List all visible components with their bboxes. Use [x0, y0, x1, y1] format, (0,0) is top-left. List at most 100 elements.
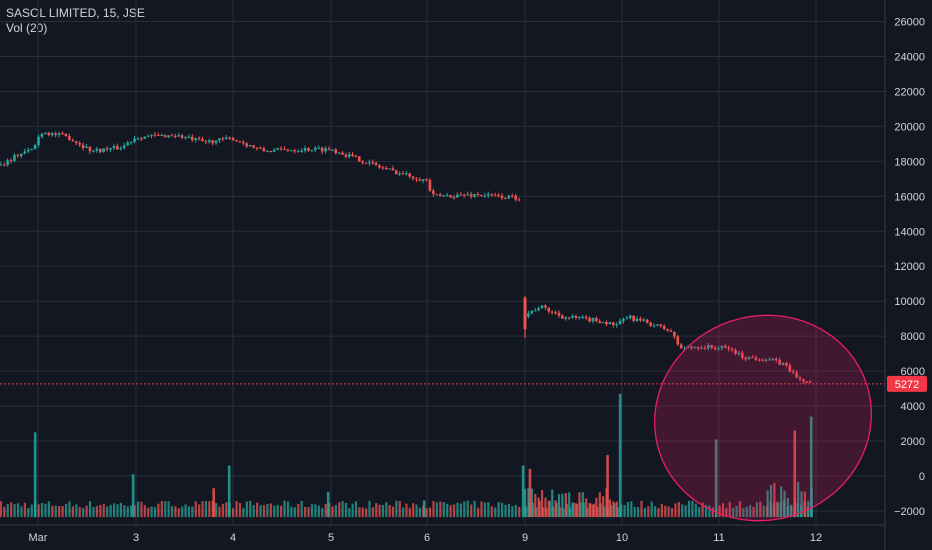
candle-body [54, 133, 57, 135]
volume-bar [735, 505, 738, 518]
candle-body [679, 344, 683, 349]
volume-bar [307, 507, 310, 518]
volume-bar [194, 501, 197, 518]
volume-bar [405, 503, 408, 518]
volume-bar [780, 486, 783, 518]
candle-body [761, 359, 764, 361]
volume-bar [588, 503, 591, 518]
volume-bar [344, 502, 348, 518]
candle-body [476, 194, 480, 196]
volume-bar [742, 508, 745, 518]
volume-spike [793, 430, 797, 518]
volume-spike [212, 488, 215, 518]
volume-bar [3, 506, 6, 518]
candle-body [751, 356, 754, 358]
volume-bar [245, 501, 248, 518]
volume-bar [64, 503, 68, 518]
candle-body [483, 195, 487, 197]
candle-body [157, 135, 160, 137]
candle-body [327, 148, 331, 150]
volume-bar [568, 492, 571, 518]
volume-spike [809, 416, 813, 518]
volume-bar [660, 503, 663, 518]
volume-bar [504, 504, 507, 518]
volume-bar [711, 507, 714, 518]
candle-body [459, 194, 463, 196]
volume-bar [167, 501, 170, 518]
candle-body [757, 359, 761, 361]
candle-body [764, 359, 768, 361]
volume-bar [749, 504, 752, 518]
candle-body [561, 315, 564, 319]
candle-body [224, 137, 228, 140]
candle-body [432, 190, 435, 195]
volume-bar [452, 504, 456, 518]
volume-bar [276, 505, 279, 518]
candle-body [105, 148, 109, 150]
volume-bar [119, 502, 123, 518]
volume-bar [412, 503, 415, 518]
volume-bar [381, 505, 385, 518]
candle-body [13, 155, 16, 161]
y-tick-label: 8000 [901, 331, 925, 343]
candle-body [50, 133, 54, 136]
candle-body [591, 317, 595, 322]
x-tick-label: 12 [810, 532, 822, 544]
volume-bar [574, 503, 578, 518]
volume-bar [331, 506, 334, 518]
volume-bar [725, 507, 728, 518]
volume-bar [524, 488, 527, 518]
volume-bar [37, 504, 40, 518]
candle-body [662, 326, 666, 330]
candle-body [314, 147, 317, 151]
candle-body [37, 136, 40, 145]
candle-body [68, 136, 71, 141]
candle-body [554, 312, 557, 314]
candle-body [415, 178, 418, 180]
volume-bar [602, 496, 605, 518]
volume-bar [259, 505, 262, 518]
volume-bar [354, 501, 358, 518]
volume-bar [653, 506, 657, 518]
volume-bar [776, 502, 779, 518]
volume-bar [170, 506, 174, 518]
candle-body [129, 141, 133, 143]
volume-bar [487, 502, 490, 518]
volume-bar [442, 502, 445, 518]
candle-body [791, 371, 795, 373]
volume-bar [732, 507, 735, 518]
volume-bar [58, 505, 61, 518]
volume-bar [745, 506, 748, 518]
volume-bar [47, 501, 50, 518]
volume-bar [174, 506, 177, 518]
candle-body [378, 165, 381, 168]
candle-body [85, 146, 88, 149]
volume-bar [191, 506, 194, 518]
candle-body [517, 199, 521, 201]
volume-bar [473, 500, 476, 518]
volume-bar [514, 504, 517, 518]
chart-legend: SASOL LIMITED, 15, JSE Vol (20) [6, 6, 145, 36]
candle-body [351, 154, 354, 156]
volume-bar [507, 503, 511, 518]
y-tick-label: 0 [919, 471, 925, 483]
candle-body [673, 331, 676, 337]
symbol-title[interactable]: SASOL LIMITED, 15, JSE [6, 6, 145, 20]
candle-body [710, 345, 714, 348]
candle-body [584, 316, 588, 318]
volume-bar [557, 494, 561, 518]
candle-body [632, 315, 635, 321]
candle-body [74, 141, 78, 143]
candle-body [88, 146, 92, 152]
candle-body [754, 357, 758, 360]
volume-bar [177, 508, 180, 518]
candle-body [649, 322, 652, 326]
candle-body [341, 152, 344, 155]
volume-bar [13, 504, 16, 518]
volume-bar [92, 507, 95, 518]
candle-body [337, 152, 341, 154]
volume-bar [160, 501, 163, 518]
volume-bar [490, 506, 493, 518]
volume-indicator-label[interactable]: Vol (20) [6, 21, 48, 35]
